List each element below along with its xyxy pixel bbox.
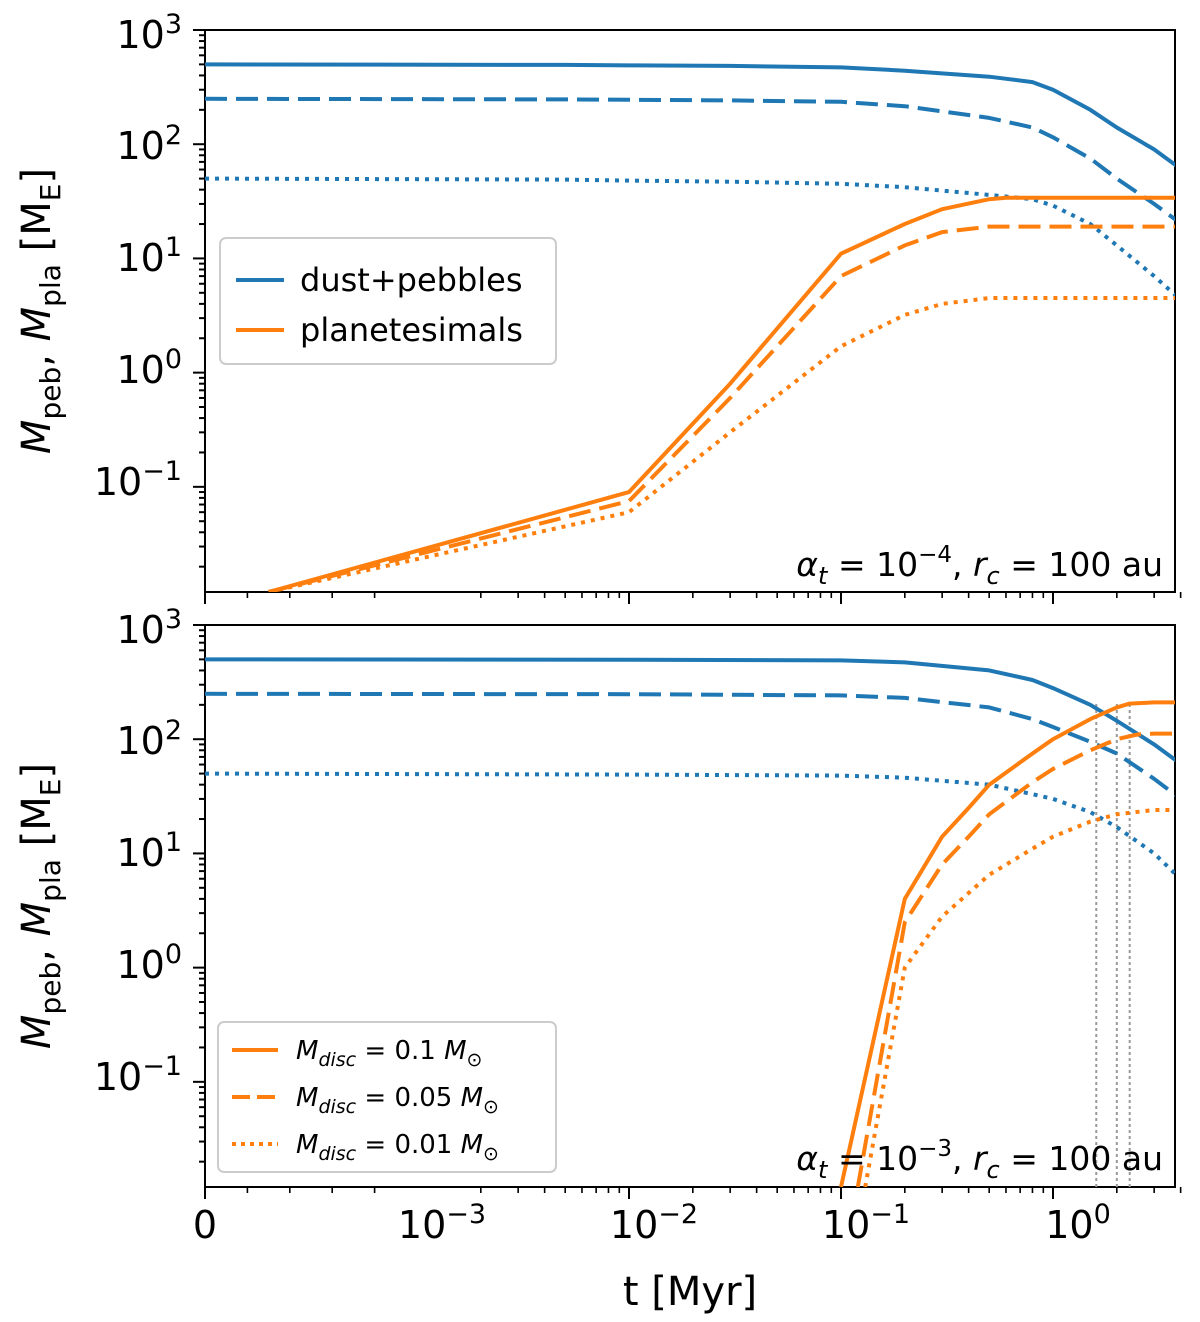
bottom-panel-annotation: αt = 10−3, rc = 100 au: [796, 1136, 1163, 1184]
bottom-y-axis-label: Mpeb, Mpla [ME]: [14, 763, 67, 1049]
top-series-dust-pebbles-0.1: [205, 62, 1175, 168]
top-ytick-1e1: 101: [116, 232, 182, 280]
top-legend-box: [219, 237, 557, 365]
legend-label-disc-0.01: Mdisc = 0.01 M⊙: [296, 1130, 499, 1165]
bottom-axes-frame: [204, 624, 1176, 1188]
bottom-ticks: [193, 624, 1182, 1199]
bottom-series-planetesimals-0.05: [855, 731, 1175, 1187]
xtick-1e-2: 10−2: [610, 1199, 698, 1247]
top-series-dust-pebbles-0.05: [205, 96, 1175, 222]
top-series-planetesimals-0.1: [268, 195, 1175, 592]
top-ytick-1e-1: 10−1: [94, 456, 182, 504]
bottom-series-dust-pebbles-0.01: [205, 771, 1175, 877]
top-series-planetesimals-0.01: [268, 296, 1175, 592]
top-plot-lines: [205, 62, 1175, 592]
bottom-legend-box: [217, 1021, 557, 1173]
legend-label-planetesimals: planetesimals: [300, 311, 523, 349]
xtick-1e-1: 10−1: [822, 1199, 910, 1247]
top-series-planetesimals-0.05: [268, 224, 1175, 592]
bottom-ytick-1e3: 103: [116, 604, 182, 652]
xtick-1e0: 100: [1045, 1199, 1111, 1247]
bottom-ytick-1e-1: 10−1: [94, 1051, 182, 1099]
x-tick-labels: 0 10−3 10−2 10−1 100: [193, 1199, 1111, 1247]
top-ytick-1e3: 103: [116, 9, 182, 57]
xtick-0: 0: [193, 1203, 217, 1247]
xtick-1e-3: 10−3: [398, 1199, 486, 1247]
bottom-plot-lines: [205, 657, 1175, 1187]
top-ytick-1e2: 102: [116, 120, 182, 168]
bottom-series-planetesimals-0.1: [839, 700, 1175, 1187]
top-ticks: [193, 29, 1182, 604]
bottom-legend: Mdisc = 0.1 M⊙ Mdisc = 0.05 M⊙ Mdisc = 0…: [217, 1021, 557, 1173]
top-panel-annotation: αt = 10−4, rc = 100 au: [796, 542, 1163, 590]
legend-label-dust-pebbles: dust+pebbles: [300, 261, 523, 299]
bottom-ytick-1e0: 100: [116, 939, 182, 987]
legend-label-disc-0.1: Mdisc = 0.1 M⊙: [296, 1036, 482, 1071]
bottom-series-dust-pebbles-0.05: [205, 691, 1175, 798]
x-axis-label: t [Myr]: [623, 1269, 757, 1315]
top-y-tick-labels: 103 102 101 100 10−1: [94, 9, 182, 504]
bottom-y-tick-labels: 103 102 101 100 10−1: [94, 604, 182, 1099]
top-axes-frame: [204, 29, 1176, 593]
bottom-series-planetesimals-0.01: [863, 808, 1175, 1187]
top-ytick-1e0: 100: [116, 344, 182, 392]
top-legend: dust+pebbles planetesimals: [219, 237, 557, 365]
bottom-series-dust-pebbles-0.1: [205, 657, 1175, 763]
legend-label-disc-0.05: Mdisc = 0.05 M⊙: [296, 1083, 499, 1118]
bottom-ytick-1e1: 101: [116, 827, 182, 875]
bottom-ytick-1e2: 102: [116, 715, 182, 763]
top-y-axis-label: Mpeb, Mpla [ME]: [14, 168, 67, 454]
